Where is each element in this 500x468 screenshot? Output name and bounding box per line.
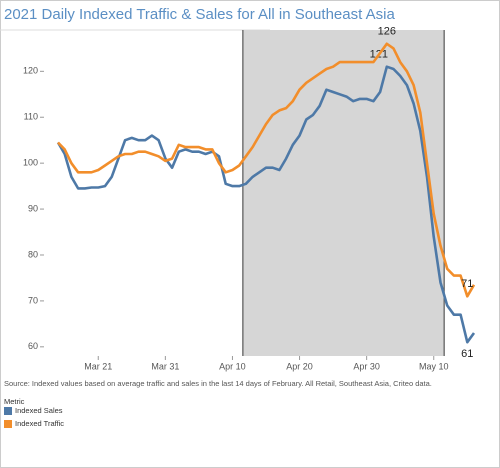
x-tick-label: Mar 21 (84, 361, 112, 371)
legend-label: Indexed Sales (15, 406, 63, 415)
series-line (56, 65, 476, 344)
y-tick-label: 100 (23, 158, 38, 168)
data-label: 71 (461, 278, 473, 290)
data-label: 61 (461, 348, 473, 360)
legend-title: Metric (4, 397, 25, 406)
y-tick-label: 60 (28, 341, 38, 351)
source: Source: Indexed values based on average … (4, 379, 432, 388)
y-tick-label: 70 (28, 295, 38, 305)
legend-label: Indexed Traffic (15, 419, 64, 428)
chart-title: 2021 Daily Indexed Traffic & Sales for A… (4, 6, 395, 23)
x-tick-label: Mar 31 (151, 361, 179, 371)
x-tick-label: Apr 10 (219, 361, 246, 371)
y-tick-label: 120 (23, 66, 38, 76)
data-label: 126 (378, 26, 396, 38)
x-tick-label: May 10 (419, 361, 449, 371)
x-tick-label: Apr 30 (353, 361, 380, 371)
y-tick-label: 80 (28, 249, 38, 259)
shade-region (242, 30, 445, 356)
series-line (57, 42, 476, 298)
y-tick-label: 110 (24, 112, 38, 122)
legend-swatch (4, 420, 12, 428)
y-tick-label: 90 (28, 203, 38, 213)
legend-swatch (4, 407, 12, 415)
x-tick-label: Apr 20 (286, 361, 313, 371)
